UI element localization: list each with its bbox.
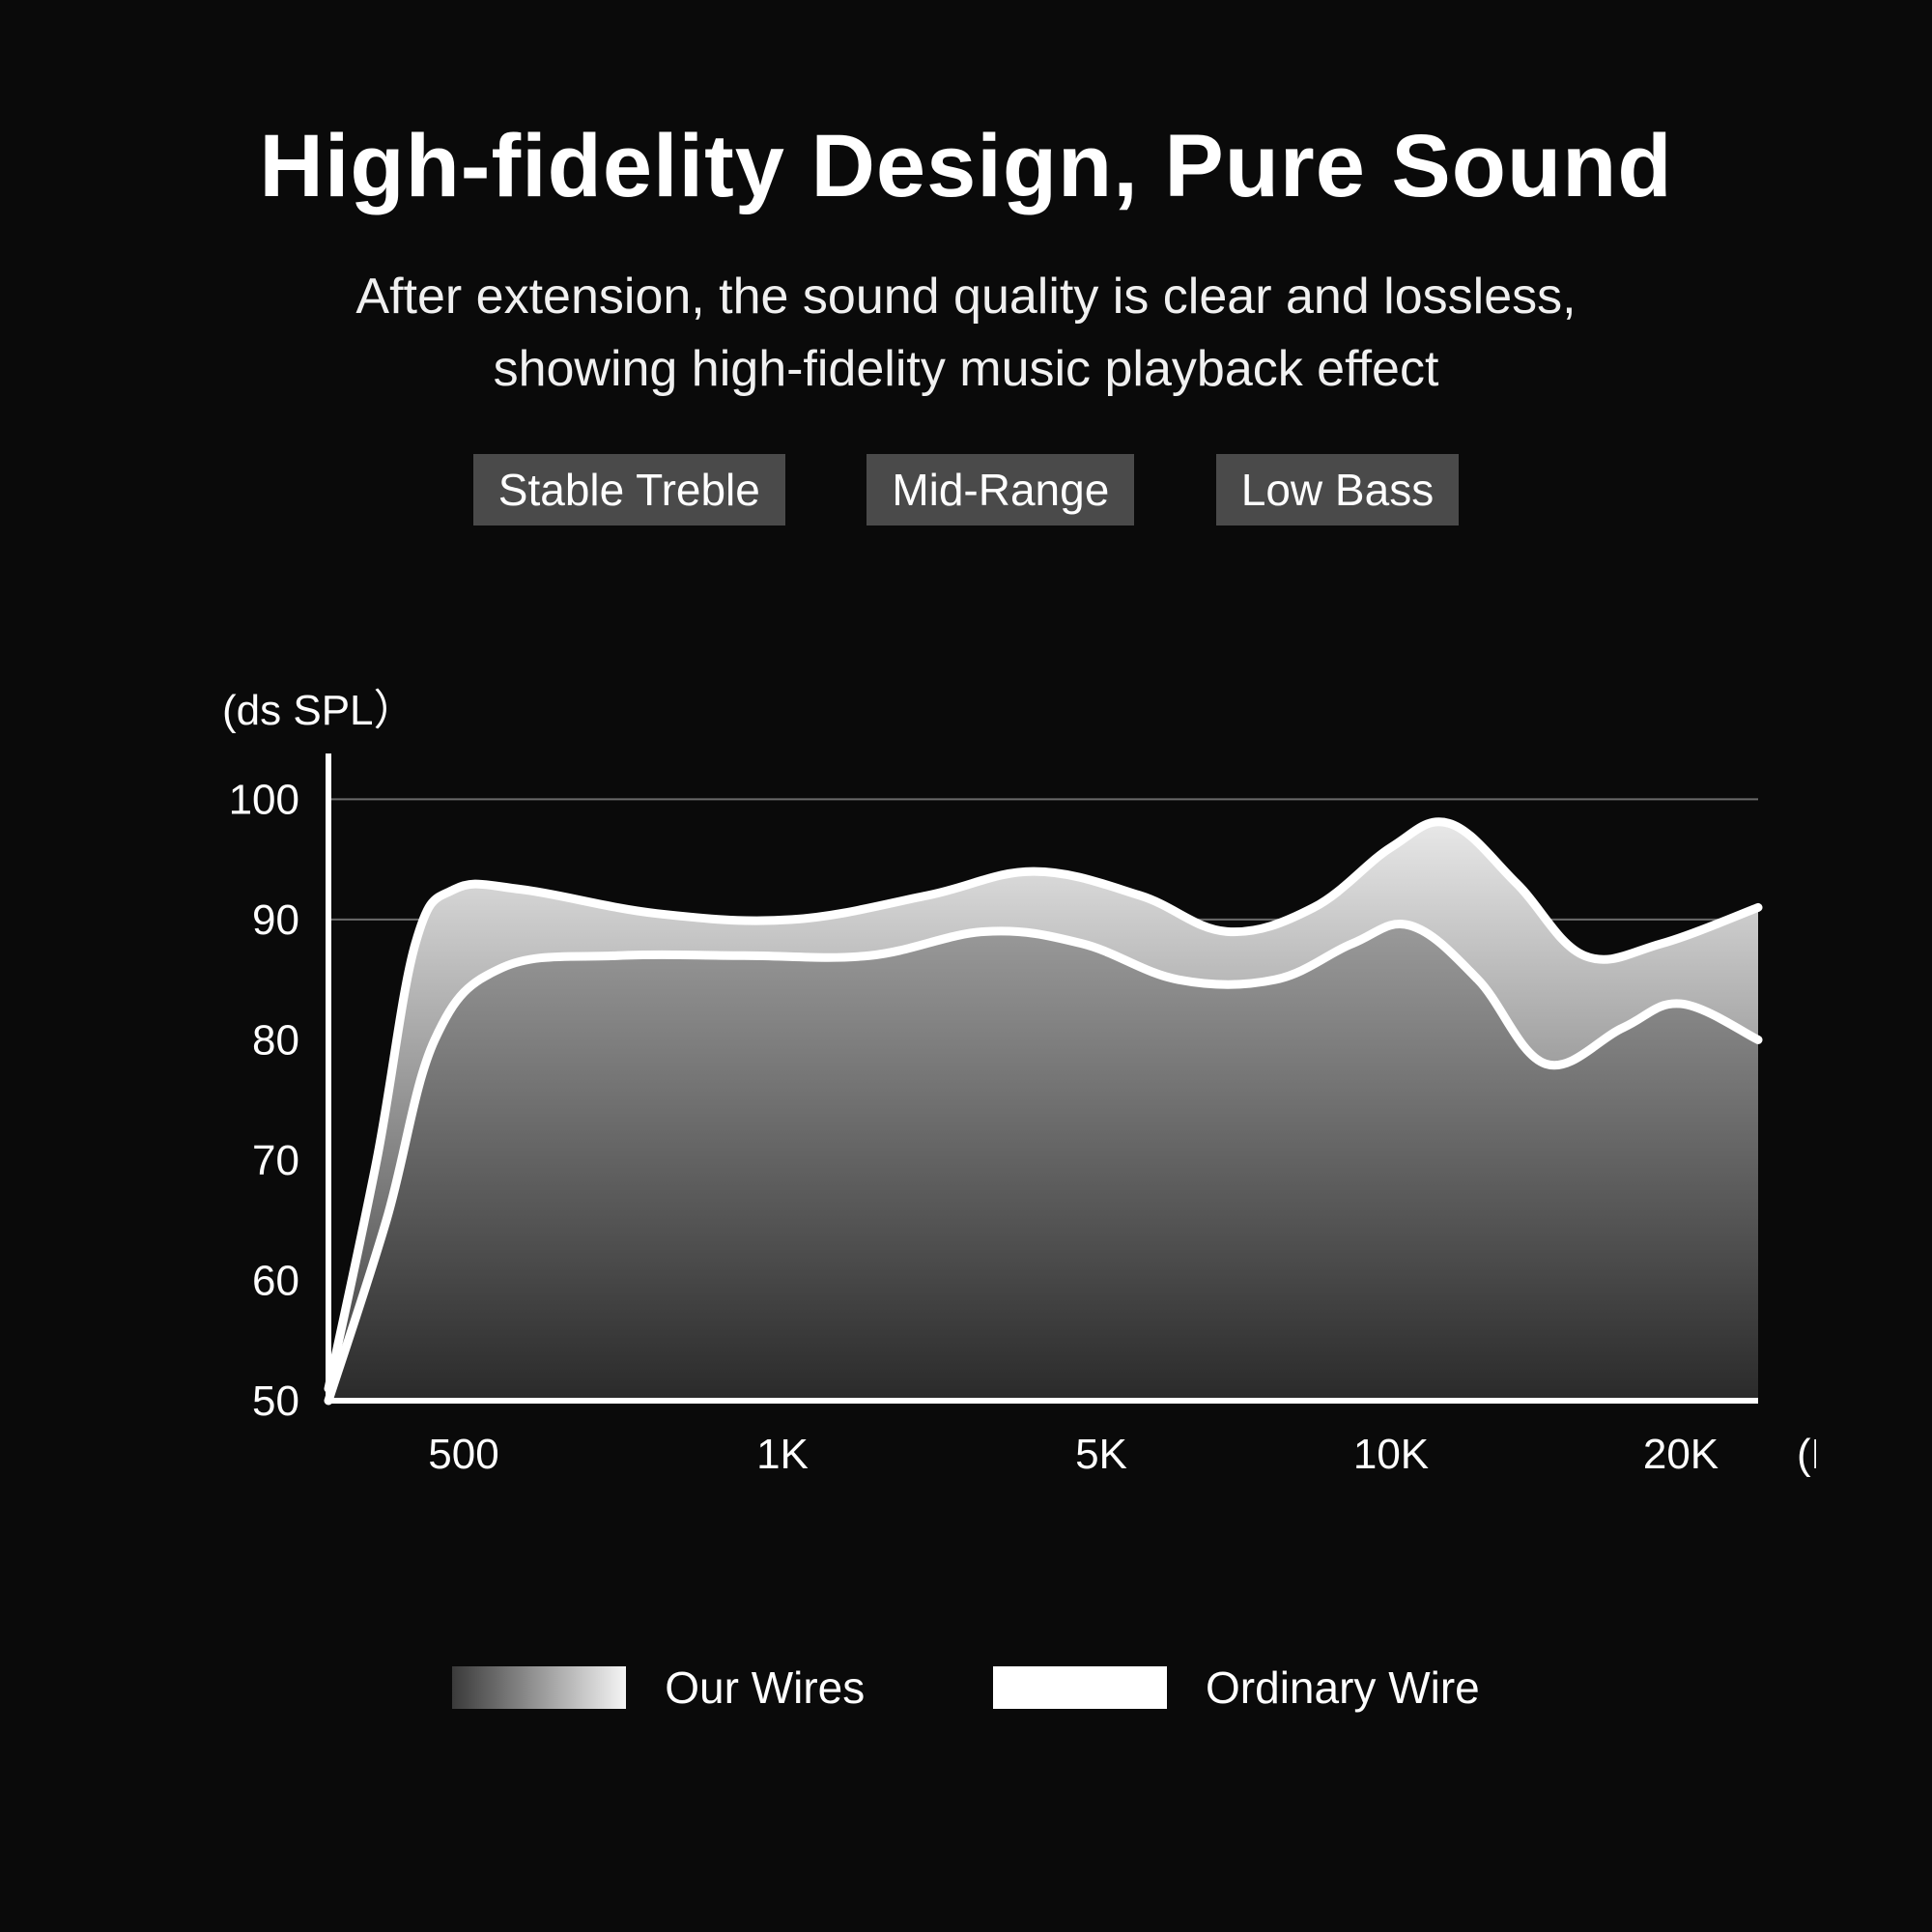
tag-stable-treble: Stable Treble: [473, 454, 785, 526]
page-subtitle: After extension, the sound quality is cl…: [0, 261, 1932, 407]
svg-text:(HZ): (HZ): [1797, 1431, 1816, 1478]
tag-row: Stable Treble Mid-Range Low Bass: [0, 454, 1932, 526]
svg-text:10K: 10K: [1353, 1431, 1429, 1478]
subtitle-line-1: After extension, the sound quality is cl…: [355, 269, 1576, 325]
legend-item-ordinary: Ordinary Wire: [993, 1662, 1480, 1714]
page-title: High-fidelity Design, Pure Sound: [0, 116, 1932, 217]
svg-text:70: 70: [252, 1137, 299, 1184]
svg-text:50: 50: [252, 1378, 299, 1425]
tag-low-bass: Low Bass: [1216, 454, 1459, 526]
svg-text:100: 100: [229, 776, 299, 823]
legend-label-ours: Our Wires: [665, 1662, 865, 1714]
svg-text:60: 60: [252, 1257, 299, 1304]
legend-swatch-gradient: [452, 1666, 626, 1709]
svg-text:5K: 5K: [1075, 1431, 1127, 1478]
chart-legend: Our Wires Ordinary Wire: [0, 1662, 1932, 1719]
svg-text:(ds SPL）: (ds SPL）: [222, 687, 416, 734]
legend-item-ours: Our Wires: [452, 1662, 865, 1714]
frequency-response-chart: (ds SPL） 100 90 80 70 60 50 500 1K 5K 10K 20K (HZ): [116, 686, 1816, 1555]
tag-mid-range: Mid-Range: [867, 454, 1134, 526]
infographic-container: High-fidelity Design, Pure Sound After e…: [0, 0, 1932, 1932]
subtitle-line-2: showing high-fidelity music playback eff…: [494, 341, 1439, 397]
svg-text:20K: 20K: [1643, 1431, 1719, 1478]
legend-label-ordinary: Ordinary Wire: [1206, 1662, 1480, 1714]
svg-text:1K: 1K: [756, 1431, 809, 1478]
legend-swatch-white: [993, 1666, 1167, 1709]
svg-text:90: 90: [252, 896, 299, 944]
svg-text:80: 80: [252, 1016, 299, 1064]
svg-text:500: 500: [428, 1431, 498, 1478]
